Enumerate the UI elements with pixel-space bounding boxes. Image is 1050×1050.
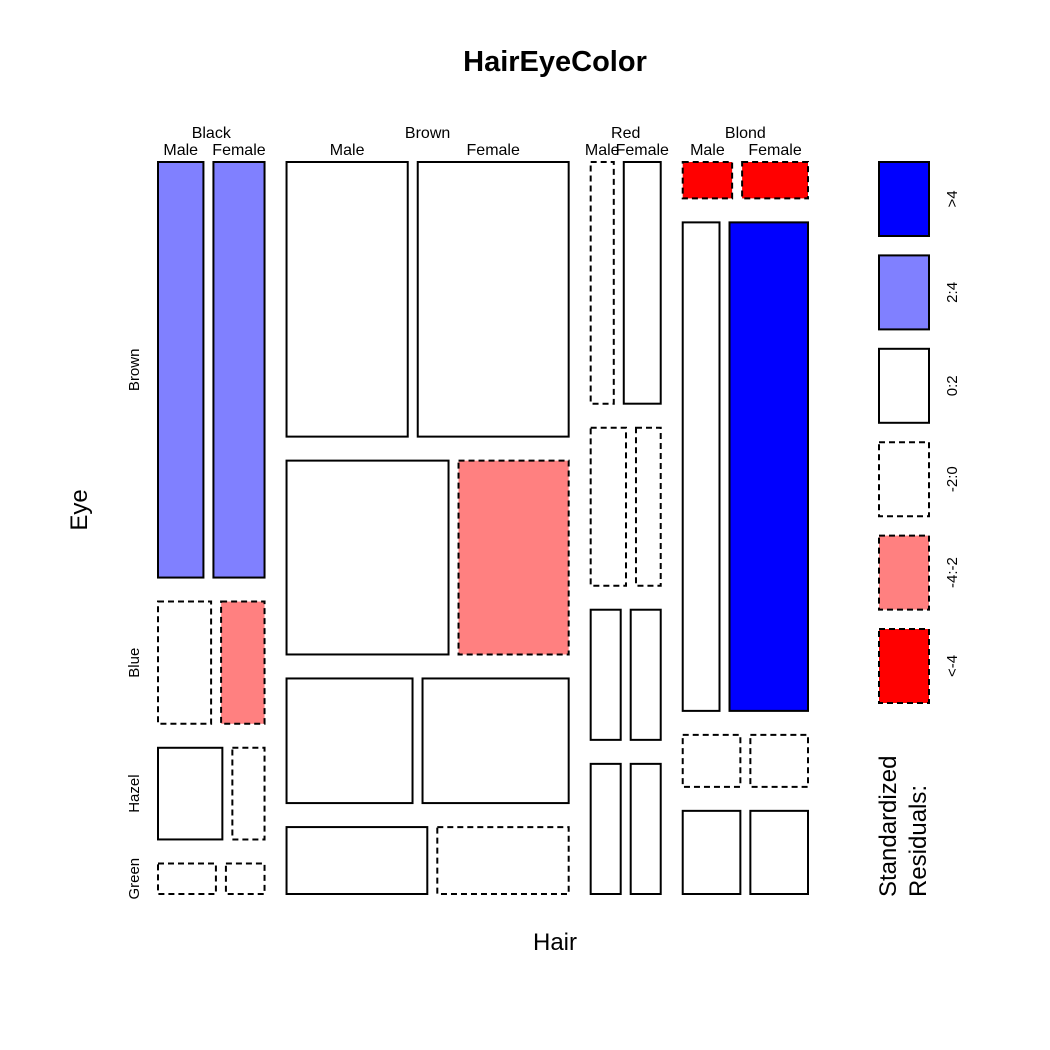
sex-label-red-male: Male (585, 142, 620, 159)
legend-swatch-4 (878, 534, 930, 611)
legend-label-1: 2:4 (944, 282, 961, 303)
legend-label-5: <-4 (944, 655, 961, 677)
eye-label-brown: Brown (126, 349, 143, 392)
sex-label-blond-male: Male (690, 142, 725, 159)
tile-red-male-hazel (589, 608, 622, 741)
tile-brown-female-blue (457, 459, 570, 656)
sex-label-red-female: Female (616, 142, 669, 159)
tile-blond-male-blue (681, 221, 721, 712)
hair-labels: Black Brown Red Blond (192, 125, 766, 142)
x-axis-label: Hair (533, 929, 577, 956)
legend-swatch-0 (878, 161, 930, 237)
tile-black-male-hazel (157, 746, 224, 841)
tile-red-male-blue (589, 426, 627, 587)
legend-keys: >4 2:4 0:2 -2:0 -4:-2 <-4 (878, 161, 961, 704)
legend-label-2: 0:2 (944, 375, 961, 396)
sex-label-black-female: Female (212, 142, 265, 159)
hair-label-black: Black (192, 125, 232, 142)
eye-label-hazel: Hazel (126, 774, 143, 812)
tile-black-female-hazel (231, 746, 266, 841)
tile-brown-male-brown (285, 161, 409, 438)
tile-red-female-hazel (629, 608, 662, 741)
tile-black-female-brown (212, 161, 266, 579)
legend-title-line-1: Standardized (875, 756, 902, 897)
mosaic-tiles (157, 161, 810, 896)
chart-title: HairEyeColor (463, 46, 647, 78)
tile-red-female-brown (622, 161, 662, 405)
legend-swatch-1 (878, 254, 930, 331)
legend-label-4: -4:-2 (944, 557, 961, 588)
sex-label-black-male: Male (163, 142, 198, 159)
tile-brown-male-blue (285, 459, 450, 656)
tile-red-female-green (629, 762, 662, 895)
legend-swatch-2 (878, 347, 930, 424)
hair-label-brown: Brown (405, 125, 450, 142)
tile-blond-female-blue (728, 221, 810, 712)
tile-brown-female-brown (416, 161, 570, 438)
tile-black-male-brown (157, 161, 205, 579)
tile-red-male-green (589, 762, 622, 895)
tile-blond-male-brown (681, 161, 734, 200)
legend-label-0: >4 (944, 190, 961, 207)
tile-blond-female-hazel (749, 733, 809, 788)
sex-label-brown-female: Female (467, 142, 520, 159)
y-axis-label: Eye (66, 489, 93, 530)
tile-blond-male-hazel (681, 733, 742, 788)
legend-title-line-2: Residuals: (905, 785, 932, 897)
eye-label-green: Green (126, 858, 143, 900)
tile-brown-male-green (285, 826, 429, 896)
hair-label-red: Red (611, 125, 640, 142)
tile-blond-female-brown (741, 161, 809, 200)
tile-black-male-blue (157, 600, 213, 725)
eye-labels: Brown Blue Hazel Green (126, 349, 143, 900)
hair-label-blond: Blond (725, 125, 766, 142)
tile-black-male-green (157, 862, 217, 896)
tile-brown-female-hazel (421, 677, 570, 805)
tile-black-female-green (224, 862, 266, 896)
tile-brown-male-hazel (285, 677, 414, 805)
tile-black-female-blue (220, 600, 266, 725)
sex-label-blond-female: Female (748, 142, 801, 159)
legend-swatch-5 (878, 628, 930, 704)
tile-blond-female-green (749, 809, 809, 895)
residual-legend: >4 2:4 0:2 -2:0 -4:-2 <-4 Standardized Residu… (875, 161, 961, 897)
tile-brown-female-green (436, 826, 570, 896)
legend-swatch-3 (878, 441, 930, 518)
tile-blond-male-green (681, 809, 742, 895)
eye-label-blue: Blue (126, 648, 143, 678)
sex-label-brown-male: Male (330, 142, 365, 159)
legend-label-3: -2:0 (944, 466, 961, 492)
tile-red-male-brown (589, 161, 615, 405)
tile-red-female-blue (634, 426, 662, 587)
